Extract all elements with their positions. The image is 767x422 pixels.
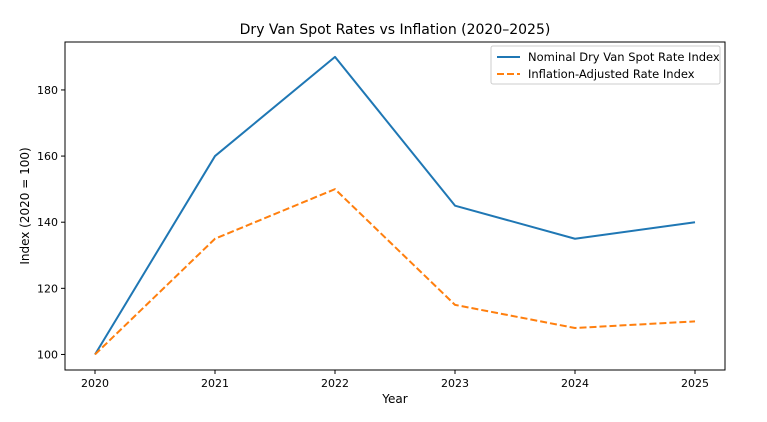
y-tick-label: 180 xyxy=(37,84,58,97)
legend: Nominal Dry Van Spot Rate Index Inflatio… xyxy=(491,46,720,84)
series-line-inflation-adjusted xyxy=(95,189,695,354)
x-tick-label: 2021 xyxy=(201,377,229,390)
series-line-nominal xyxy=(95,57,695,355)
chart-title: Dry Van Spot Rates vs Inflation (2020–20… xyxy=(240,22,551,38)
legend-label-nominal: Nominal Dry Van Spot Rate Index xyxy=(528,50,720,64)
x-axis-label: Year xyxy=(381,392,407,406)
x-tick-label: 2020 xyxy=(81,377,109,390)
legend-label-adjusted: Inflation-Adjusted Rate Index xyxy=(528,67,695,81)
x-tick-label: 2022 xyxy=(321,377,349,390)
x-tick-label: 2023 xyxy=(441,377,469,390)
x-tick-label: 2024 xyxy=(561,377,589,390)
y-tick-label: 120 xyxy=(37,282,58,295)
y-axis-label: Index (2020 = 100) xyxy=(18,147,32,264)
y-tick-label: 100 xyxy=(37,348,58,361)
y-tick-label: 140 xyxy=(37,216,58,229)
plot-frame xyxy=(65,42,725,370)
x-tick-label: 2025 xyxy=(681,377,709,390)
y-tick-label: 160 xyxy=(37,150,58,163)
